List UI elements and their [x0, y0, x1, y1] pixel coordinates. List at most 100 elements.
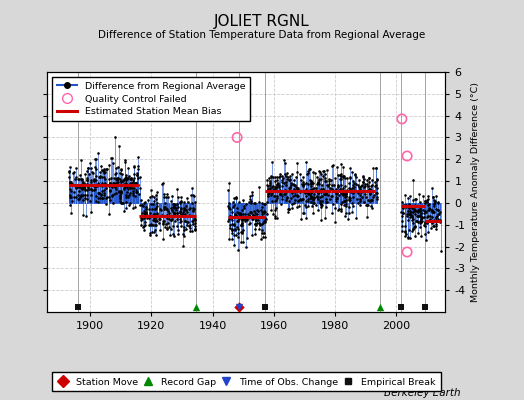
Point: [368, 204, 377, 211]
Point: [160, 206, 168, 212]
Point: [298, 188, 307, 194]
Point: [229, 204, 237, 210]
Point: [83, 174, 91, 181]
Point: [78, 186, 86, 192]
Point: [428, 218, 436, 225]
Point: [341, 213, 350, 219]
Point: [167, 198, 176, 204]
Point: [191, 226, 199, 233]
Point: [335, 176, 344, 182]
Point: [434, 211, 443, 218]
Point: [337, 170, 345, 177]
Point: [96, 169, 104, 175]
Point: [411, 232, 420, 239]
Point: [118, 200, 127, 206]
Point: [181, 218, 190, 225]
Point: [315, 180, 323, 187]
Point: [278, 183, 286, 190]
Point: [171, 218, 179, 224]
Point: [181, 203, 190, 209]
Point: [159, 221, 167, 228]
Point: [423, 212, 432, 219]
Point: [87, 185, 95, 192]
Point: [402, 212, 411, 219]
Point: [181, 218, 190, 224]
Point: [162, 194, 170, 200]
Point: [92, 192, 100, 199]
Point: [250, 213, 259, 219]
Point: [333, 183, 342, 190]
Point: [302, 171, 311, 178]
Point: [273, 195, 281, 202]
Point: [267, 173, 276, 179]
Point: [170, 211, 179, 217]
Point: [149, 222, 157, 228]
Point: [429, 194, 437, 200]
Point: [268, 189, 276, 196]
Point: [405, 227, 413, 234]
Point: [428, 209, 436, 215]
Point: [179, 205, 188, 212]
Point: [287, 194, 296, 201]
Point: [432, 221, 441, 228]
Point: [433, 213, 441, 220]
Point: [105, 210, 113, 217]
Point: [339, 191, 347, 197]
Point: [375, 303, 384, 310]
Point: [150, 227, 159, 233]
Point: [304, 170, 312, 176]
Point: [402, 202, 410, 208]
Point: [317, 217, 325, 223]
Point: [269, 174, 278, 180]
Legend: Station Move, Record Gap, Time of Obs. Change, Empirical Break: Station Move, Record Gap, Time of Obs. C…: [52, 372, 441, 391]
Point: [358, 194, 366, 200]
Point: [410, 224, 418, 230]
Point: [148, 213, 157, 219]
Point: [100, 192, 108, 198]
Point: [122, 180, 130, 186]
Point: [70, 169, 78, 175]
Point: [297, 176, 305, 183]
Point: [290, 200, 299, 206]
Point: [333, 190, 341, 196]
Point: [94, 190, 103, 196]
Point: [67, 188, 75, 194]
Point: [94, 195, 103, 202]
Point: [77, 175, 85, 182]
Point: [155, 216, 163, 222]
Point: [354, 182, 362, 188]
Point: [355, 177, 363, 183]
Point: [401, 232, 409, 239]
Point: [286, 185, 294, 191]
Legend: Difference from Regional Average, Quality Control Failed, Estimated Station Mean: Difference from Regional Average, Qualit…: [52, 77, 250, 121]
Point: [226, 224, 234, 231]
Point: [228, 227, 236, 233]
Point: [363, 214, 372, 220]
Point: [322, 196, 330, 202]
Point: [275, 174, 283, 180]
Point: [325, 181, 333, 187]
Point: [299, 182, 307, 188]
Point: [74, 196, 82, 202]
Point: [112, 186, 120, 192]
Point: [277, 200, 285, 207]
Point: [364, 202, 372, 208]
Point: [314, 195, 323, 202]
Point: [231, 212, 239, 218]
Point: [88, 187, 96, 193]
Point: [151, 192, 160, 198]
Point: [247, 216, 256, 222]
Point: [252, 217, 260, 223]
Point: [360, 199, 368, 206]
Point: [312, 193, 321, 199]
Point: [139, 215, 148, 222]
Point: [271, 207, 279, 213]
Point: [224, 218, 233, 224]
Point: [127, 176, 135, 182]
Point: [294, 184, 302, 191]
Point: [329, 201, 337, 207]
Point: [347, 189, 355, 195]
Point: [145, 222, 153, 228]
Point: [305, 166, 313, 172]
Point: [140, 227, 148, 234]
